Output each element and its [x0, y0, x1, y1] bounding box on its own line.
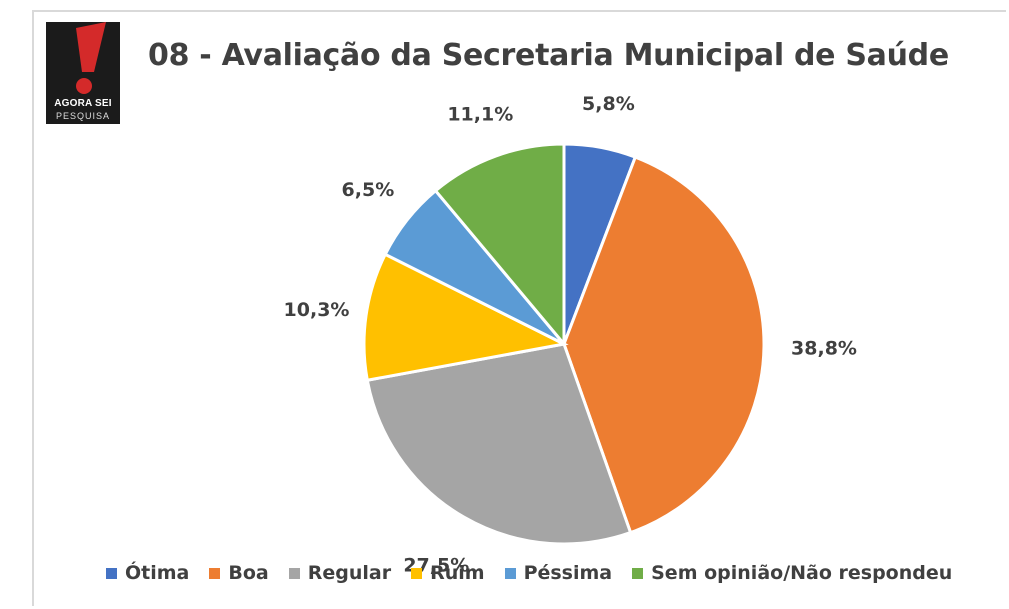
- legend-item-3: Ruim: [411, 562, 485, 584]
- slice-label-0: 5,8%: [582, 93, 635, 115]
- legend-item-2: Regular: [288, 562, 392, 584]
- legend-label: Boa: [228, 562, 269, 584]
- pie-slice-3: [362, 252, 569, 382]
- legend-swatch: [209, 567, 221, 579]
- legend-label: Regular: [307, 562, 392, 584]
- logo-text-line1: AGORA SEI: [54, 98, 112, 109]
- legend-label: Sem opinião/Não respondeu: [651, 562, 953, 584]
- legend-swatch: [632, 567, 644, 579]
- pie-slice-1: [562, 155, 766, 535]
- slice-label-3: 10,3%: [284, 299, 350, 321]
- legend-swatch: [106, 567, 117, 579]
- legend-item-1: Boa: [209, 562, 269, 584]
- legend-swatch: [288, 567, 300, 579]
- slice-label-5: 11,1%: [447, 104, 513, 126]
- slice-label-1: 38,8%: [791, 337, 857, 359]
- legend-item-5: Sem opinião/Não respondeu: [632, 562, 952, 584]
- legend-item-0: Ótima: [106, 562, 189, 584]
- slice-label-4: 6,5%: [342, 179, 395, 201]
- legend-item-4: Péssima: [504, 562, 613, 584]
- pie-slice-2: [365, 342, 633, 546]
- legend-swatch: [411, 567, 423, 579]
- legend-swatch: [504, 567, 516, 579]
- exclamation-icon: [76, 22, 106, 94]
- chart-legend: Ótima Boa Regular Ruim Péssima Sem opinião/Nã…: [106, 562, 972, 584]
- agora-sei-logo: AGORA SEI PESQUISA: [46, 22, 120, 124]
- legend-label: Ruim: [430, 562, 485, 584]
- logo-text-line2: PESQUISA: [55, 111, 110, 121]
- legend-label: Ótima: [125, 562, 190, 584]
- chart-title: 08 - Avaliação da Secretaria Municipal d…: [148, 38, 949, 73]
- pie-slice-5: [433, 142, 566, 349]
- legend-label: Péssima: [523, 562, 613, 584]
